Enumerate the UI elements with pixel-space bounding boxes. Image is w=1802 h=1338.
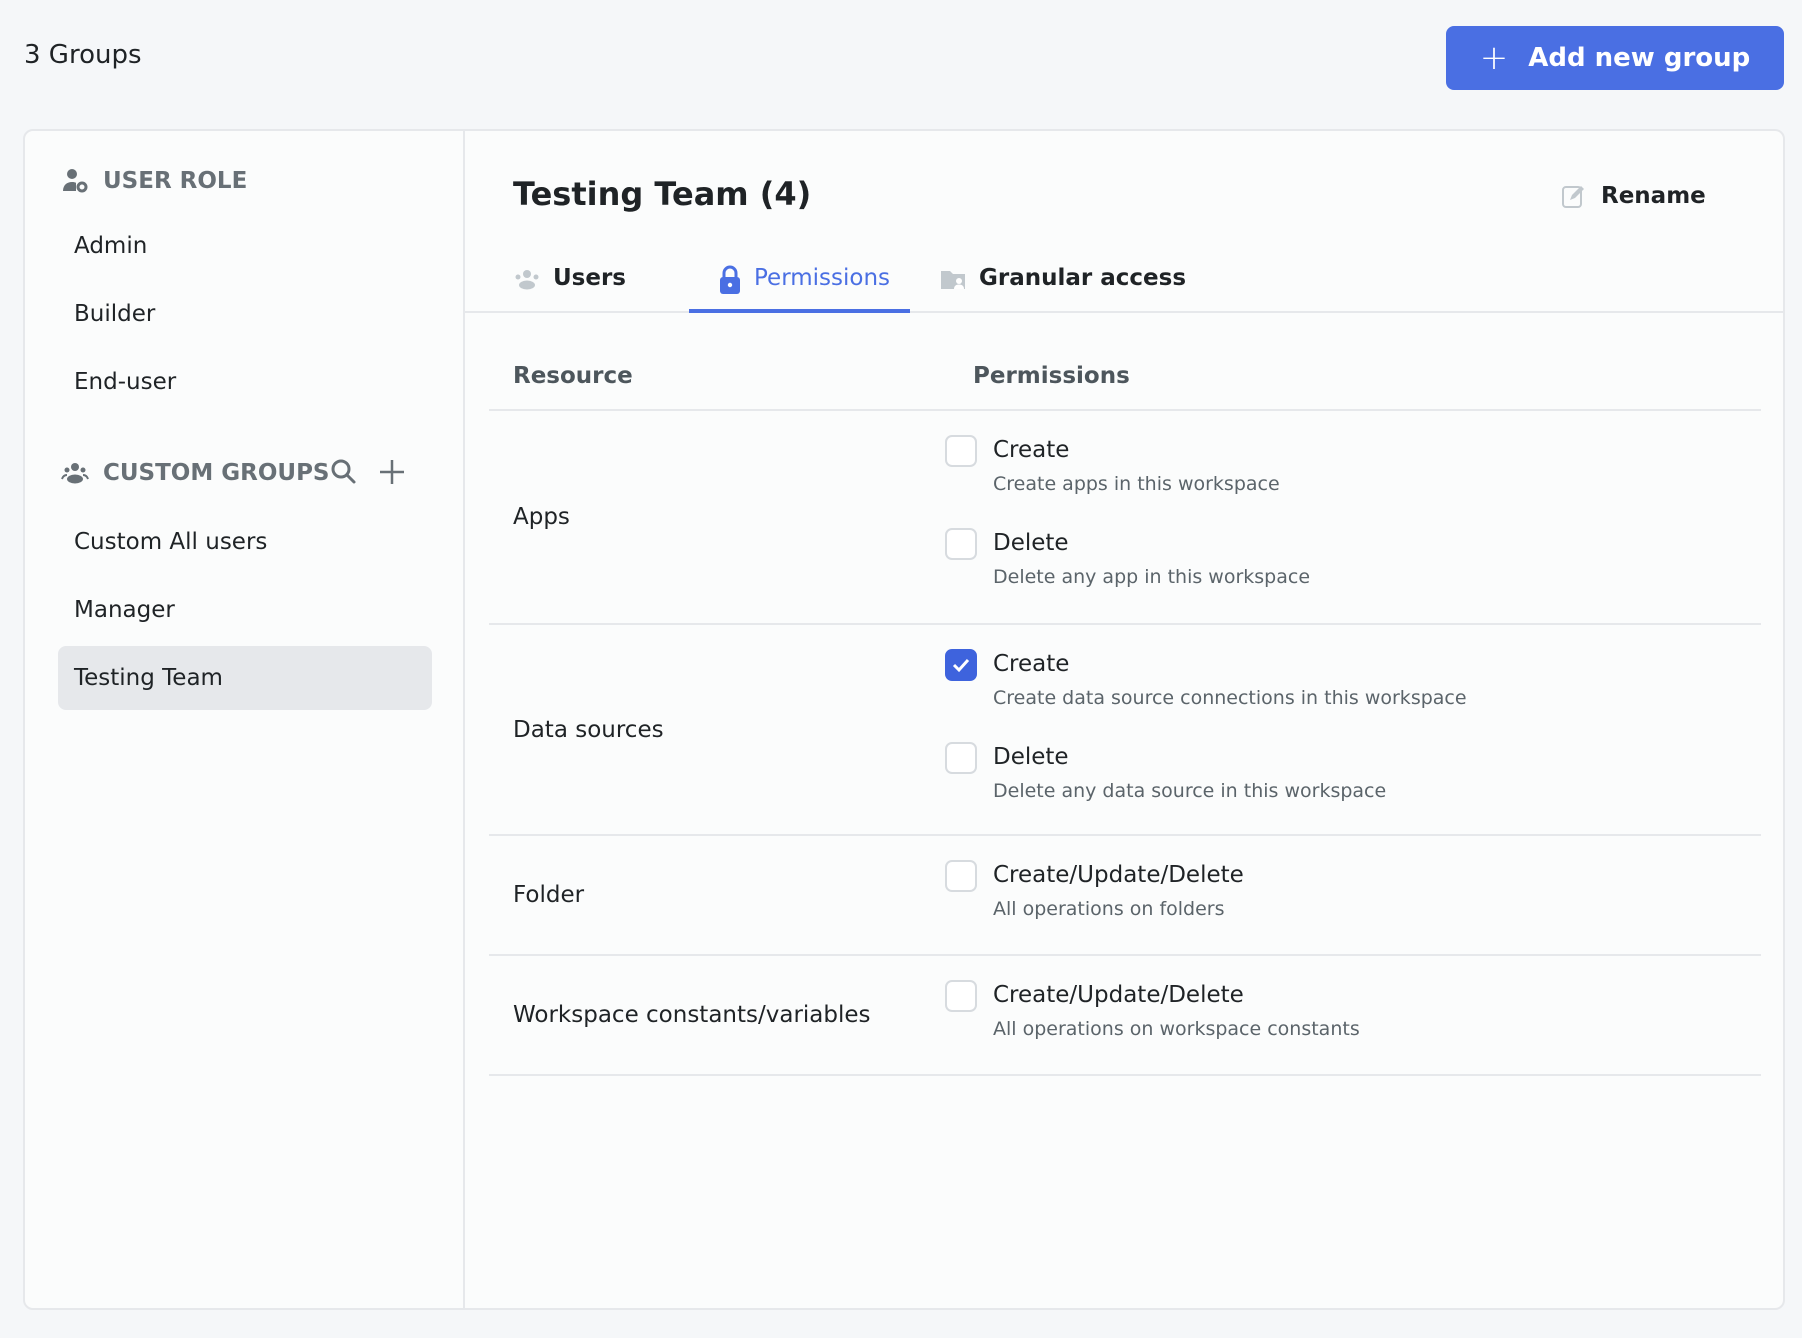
search-icon [331,459,356,484]
permission-checkbox[interactable] [945,435,977,467]
permission-description: Create apps in this workspace [993,473,1280,495]
sidebar: USER ROLE Admin Builder End-user CUSTOM … [25,131,465,1308]
table-row: Folder Create/Update/Delete All operatio… [489,836,1761,956]
user-role-header: USER ROLE [61,167,247,195]
permission-description: All operations on folders [993,898,1225,920]
permission-label: Create [993,437,1070,463]
add-new-group-button[interactable]: + Add new group [1446,26,1784,90]
sidebar-item-custom-all-users[interactable]: Custom All users [74,529,268,555]
sidebar-item-end-user[interactable]: End-user [74,369,177,395]
sidebar-item-testing-team[interactable]: Testing Team [58,646,432,710]
permission-item: Create Create apps in this workspace [945,435,1280,495]
permission-checkbox[interactable] [945,742,977,774]
permission-checkbox[interactable] [945,649,977,681]
folder-user-icon [941,271,965,289]
permission-description: Delete any app in this workspace [993,566,1311,588]
permission-item: Create Create data source connections in… [945,649,1467,709]
tab-granular-access[interactable]: Granular access [939,261,1186,313]
resource-name: Apps [513,504,570,530]
resource-name: Data sources [513,716,664,743]
table-header: Resource Permissions [489,311,1761,411]
user-role-title: USER ROLE [103,168,248,194]
permission-item: Create/Update/Delete All operations on w… [945,980,1360,1040]
sidebar-item-manager[interactable]: Manager [74,597,175,623]
column-permissions: Permissions [973,363,1130,389]
rename-label: Rename [1601,183,1706,209]
tab-users[interactable]: Users [513,261,626,313]
table-row: Workspace constants/variables Create/Upd… [489,956,1761,1076]
tab-users-label: Users [553,265,626,291]
group-title: Testing Team (4) [513,175,812,213]
sidebar-item-builder[interactable]: Builder [74,301,156,327]
table-row: Data sources Create Create data source c… [489,625,1761,836]
sidebar-item-admin[interactable]: Admin [74,233,148,259]
resource-name: Workspace constants/variables [513,1002,871,1028]
custom-groups-title: CUSTOM GROUPS [103,460,330,486]
tab-permissions-label: Permissions [754,265,891,291]
permission-checkbox[interactable] [945,980,977,1012]
plus-icon: + [1479,38,1509,78]
group-detail: Testing Team (4) Rename Users Permission… [465,131,1783,1308]
edit-icon [1562,186,1584,208]
tab-bar: Users Permissions Granular access [465,261,1783,313]
permissions-table: Resource Permissions Apps Create Create … [489,311,1761,1076]
permission-description: Delete any data source in this workspace [993,780,1387,802]
permission-label: Create/Update/Delete [993,982,1244,1008]
table-row: Apps Create Create apps in this workspac… [489,411,1761,625]
users-icon [515,270,539,290]
column-resource: Resource [513,363,633,389]
tab-granular-access-label: Granular access [979,265,1187,291]
permission-checkbox[interactable] [945,528,977,560]
users-group-icon [61,463,89,484]
lock-icon [720,265,740,294]
user-settings-icon [63,169,88,193]
custom-groups-header: CUSTOM GROUPS [61,459,330,487]
permission-label: Delete [993,530,1069,556]
groups-card: USER ROLE Admin Builder End-user CUSTOM … [23,129,1785,1310]
groups-count: 3 Groups [24,40,142,70]
permission-description: All operations on workspace constants [993,1018,1360,1040]
permission-item: Delete Delete any data source in this wo… [945,742,1387,802]
permission-label: Create [993,651,1070,677]
add-custom-group-button[interactable] [377,457,407,491]
permission-checkbox[interactable] [945,860,977,892]
permission-label: Delete [993,744,1069,770]
permission-item: Delete Delete any app in this workspace [945,528,1311,588]
rename-button[interactable]: Rename [1561,183,1706,209]
resource-name: Folder [513,882,585,908]
add-new-group-label: Add new group [1528,43,1751,73]
check-icon [952,658,970,673]
permission-description: Create data source connections in this w… [993,687,1467,709]
tab-permissions[interactable]: Permissions [689,261,910,313]
plus-icon [380,460,404,484]
permission-item: Create/Update/Delete All operations on f… [945,860,1244,920]
permission-label: Create/Update/Delete [993,862,1244,888]
search-groups-button[interactable] [329,457,357,489]
